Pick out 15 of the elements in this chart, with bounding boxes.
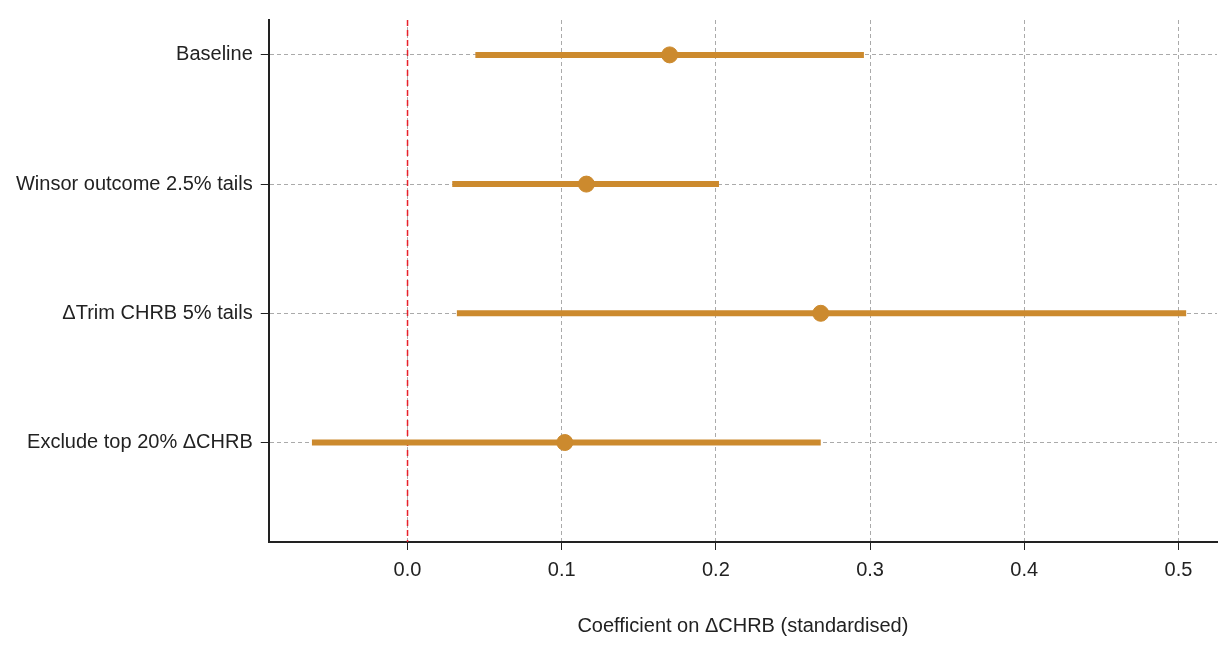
x-tick-label: 0.5 (1164, 557, 1193, 580)
point (661, 46, 679, 64)
x-tick-label: 0.1 (547, 557, 576, 580)
x-axis-title: Coefficient on ΔCHRB (standardised) (577, 613, 909, 636)
x-tick-label: 0.3 (856, 557, 884, 580)
y-tick-label: Exclude top 20% ΔCHRB (27, 430, 253, 453)
y-tick-label: Baseline (176, 42, 253, 65)
y-tick-label: ΔTrim CHRB 5% tails (62, 300, 253, 323)
point (577, 175, 595, 193)
x-tick-label: 0.2 (701, 557, 730, 580)
x-tick-label: 0.0 (393, 557, 422, 580)
y-tick-label: Winsor outcome 2.5% tails (15, 171, 253, 194)
point (556, 434, 574, 452)
x-tick-label: 0.4 (1010, 557, 1039, 580)
point (812, 304, 830, 322)
